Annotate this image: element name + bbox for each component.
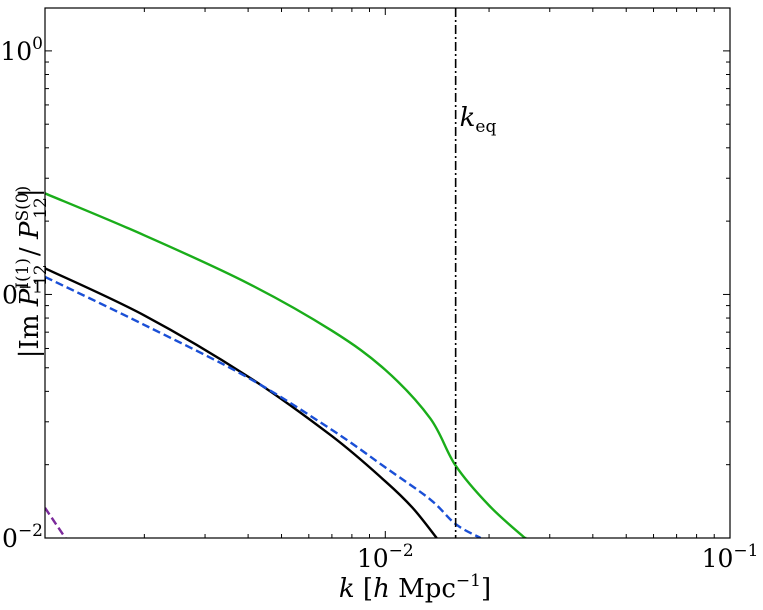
keq-line-layer: keq [454, 8, 497, 538]
y-tick-label: 10−1 [0, 277, 43, 309]
x-tick-label: 10−2 [357, 541, 414, 573]
series-layer [45, 192, 528, 538]
ticks-layer [45, 8, 731, 539]
plot-frame [44, 7, 731, 539]
series-line-1 [45, 192, 528, 538]
x-axis-label: k [h Mpc−1] [339, 571, 491, 604]
series-line-2 [45, 267, 438, 538]
x-tick-label: 10−1 [702, 541, 759, 573]
series-line-4 [45, 507, 67, 538]
y-tick-label: 100 [0, 34, 43, 66]
series-line-3 [45, 275, 482, 538]
keq-label: keq [460, 103, 497, 137]
y-tick-label: 10−2 [0, 521, 43, 553]
tick-labels-layer: 10−2 10−1 10−2 10−1 100 [0, 34, 758, 573]
y-axis-label: |Im PI(1)12 / PS(0)12| [13, 186, 51, 358]
